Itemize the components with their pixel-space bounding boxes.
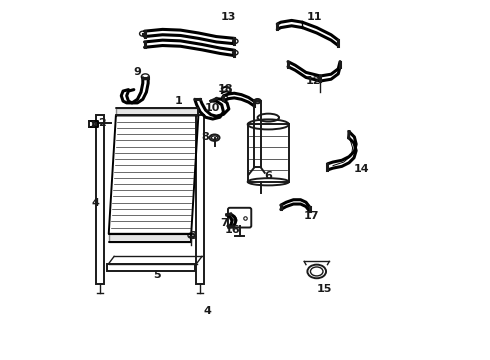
Polygon shape: [109, 234, 191, 242]
Text: 6: 6: [265, 171, 272, 181]
Bar: [96, 116, 104, 284]
Text: 4: 4: [203, 306, 211, 316]
Text: 1: 1: [175, 96, 183, 106]
Bar: [254, 101, 261, 167]
Polygon shape: [116, 108, 198, 116]
Text: 11: 11: [307, 12, 323, 22]
Text: 15: 15: [316, 284, 332, 294]
Text: 12: 12: [305, 76, 321, 86]
Text: 8: 8: [202, 132, 209, 142]
Text: 10: 10: [205, 103, 220, 113]
Text: 9: 9: [133, 67, 141, 77]
Text: 4: 4: [91, 198, 99, 208]
Text: 17: 17: [304, 211, 319, 221]
Text: 5: 5: [153, 270, 161, 280]
Text: 18: 18: [218, 84, 233, 94]
Text: 7: 7: [220, 218, 228, 228]
Text: 16: 16: [224, 225, 240, 235]
Ellipse shape: [210, 134, 220, 141]
Bar: [196, 116, 204, 284]
Text: 2: 2: [98, 118, 105, 128]
Bar: [247, 125, 289, 182]
Bar: [107, 264, 195, 271]
Text: 14: 14: [354, 164, 369, 174]
Text: 13: 13: [221, 12, 237, 22]
Text: 3: 3: [189, 231, 197, 240]
